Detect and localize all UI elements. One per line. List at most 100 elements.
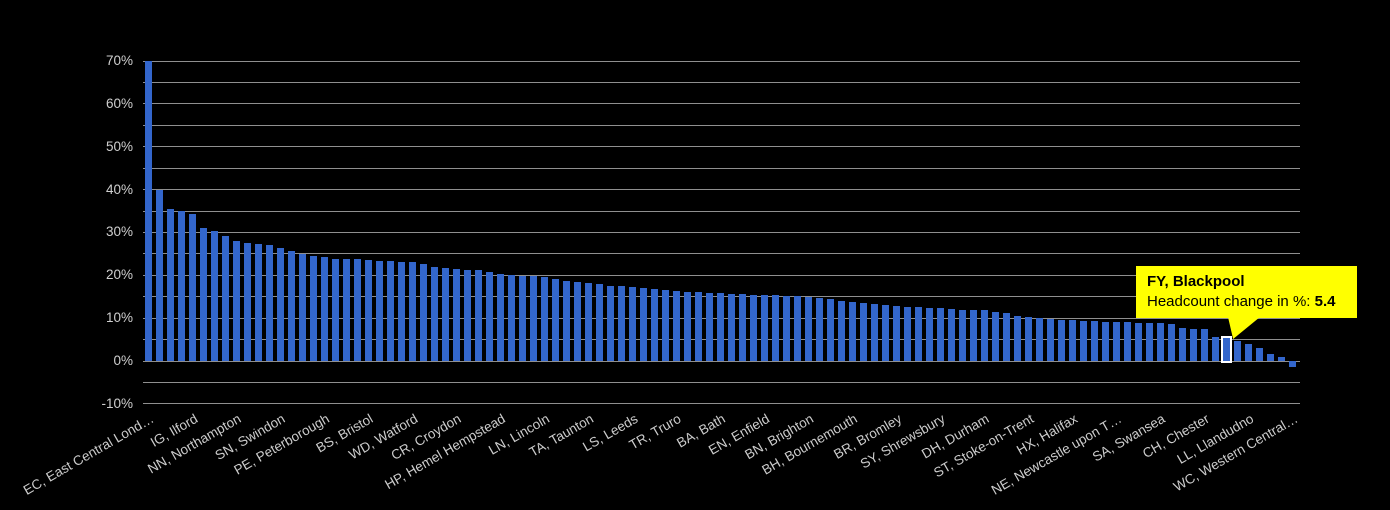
bar[interactable] <box>409 262 416 361</box>
bar[interactable] <box>761 295 768 361</box>
bar[interactable] <box>618 286 625 361</box>
bar[interactable] <box>1245 343 1252 361</box>
bar[interactable] <box>475 270 482 361</box>
bar[interactable] <box>1091 320 1098 361</box>
bar[interactable] <box>519 275 526 361</box>
bar[interactable] <box>662 289 669 361</box>
bar[interactable] <box>464 269 471 361</box>
bar[interactable] <box>354 259 361 361</box>
bar[interactable] <box>1069 319 1076 361</box>
bar[interactable] <box>695 292 702 361</box>
bar[interactable] <box>651 289 658 361</box>
bar[interactable] <box>1124 321 1131 361</box>
bar[interactable] <box>343 259 350 361</box>
bar[interactable] <box>1179 327 1186 361</box>
bar[interactable] <box>1146 323 1153 361</box>
bar[interactable] <box>882 305 889 361</box>
bar[interactable] <box>937 308 944 361</box>
bar[interactable] <box>1234 340 1241 361</box>
bar[interactable] <box>1201 328 1208 361</box>
bar[interactable] <box>266 245 273 361</box>
bar[interactable] <box>1157 323 1164 361</box>
bar[interactable] <box>541 276 548 361</box>
bar[interactable] <box>178 211 185 361</box>
bar[interactable] <box>442 267 449 361</box>
bar[interactable] <box>1080 320 1087 361</box>
bar[interactable] <box>299 253 306 361</box>
bar[interactable] <box>332 258 339 361</box>
bar[interactable] <box>321 257 328 361</box>
bar[interactable] <box>1113 321 1120 361</box>
bar[interactable] <box>728 293 735 361</box>
bar[interactable] <box>1135 322 1142 361</box>
bar[interactable] <box>926 307 933 361</box>
bar[interactable] <box>772 295 779 361</box>
bar[interactable] <box>398 262 405 361</box>
bar[interactable] <box>156 189 163 361</box>
bar[interactable] <box>497 274 504 361</box>
bar[interactable] <box>948 309 955 361</box>
bar[interactable] <box>992 311 999 361</box>
bar[interactable] <box>827 299 834 361</box>
bar[interactable] <box>1003 313 1010 361</box>
bar[interactable] <box>596 284 603 361</box>
bar[interactable] <box>431 267 438 361</box>
bar[interactable] <box>365 259 372 361</box>
bar[interactable] <box>970 310 977 361</box>
bar[interactable] <box>387 261 394 361</box>
bar[interactable] <box>871 304 878 361</box>
bar[interactable] <box>893 306 900 361</box>
bar[interactable] <box>1267 354 1274 361</box>
bar-highlighted-fy-blackpool[interactable] <box>1221 335 1232 363</box>
bar[interactable] <box>629 287 636 361</box>
bar[interactable] <box>981 310 988 361</box>
bar[interactable] <box>706 292 713 361</box>
bar[interactable] <box>1036 318 1043 361</box>
bar[interactable] <box>607 285 614 361</box>
bar[interactable] <box>585 283 592 361</box>
bar[interactable] <box>420 264 427 361</box>
bar[interactable] <box>211 230 218 361</box>
bar[interactable] <box>530 276 537 361</box>
bar[interactable] <box>1256 348 1263 361</box>
bar[interactable] <box>805 296 812 361</box>
bar[interactable] <box>904 307 911 361</box>
bar[interactable] <box>849 302 856 361</box>
bar[interactable] <box>288 250 295 361</box>
bar[interactable] <box>915 307 922 361</box>
bar[interactable] <box>453 268 460 361</box>
bar[interactable] <box>1102 321 1109 361</box>
bar[interactable] <box>640 288 647 361</box>
bar[interactable] <box>1014 316 1021 361</box>
bar[interactable] <box>717 293 724 361</box>
bar[interactable] <box>783 295 790 361</box>
bar[interactable] <box>959 309 966 361</box>
bar[interactable] <box>277 248 284 361</box>
bar[interactable] <box>244 243 251 361</box>
bar[interactable] <box>1289 361 1296 367</box>
bar[interactable] <box>233 241 240 361</box>
bar[interactable] <box>255 244 262 361</box>
bar[interactable] <box>486 271 493 361</box>
bar[interactable] <box>508 274 515 361</box>
bar[interactable] <box>1047 319 1054 361</box>
bar[interactable] <box>563 280 570 361</box>
bar[interactable] <box>816 298 823 361</box>
bar[interactable] <box>1025 317 1032 361</box>
bar[interactable] <box>1058 319 1065 361</box>
bar[interactable] <box>167 209 174 361</box>
bar[interactable] <box>1278 356 1285 361</box>
bar[interactable] <box>552 279 559 361</box>
bar[interactable] <box>684 292 691 361</box>
bar[interactable] <box>750 294 757 361</box>
bar[interactable] <box>376 260 383 361</box>
bar[interactable] <box>1212 337 1219 361</box>
bar[interactable] <box>310 256 317 361</box>
bar[interactable] <box>145 61 152 361</box>
bar[interactable] <box>1168 324 1175 361</box>
bar[interactable] <box>200 228 207 361</box>
bar[interactable] <box>860 303 867 361</box>
bar[interactable] <box>1190 328 1197 361</box>
bar[interactable] <box>838 301 845 361</box>
bar[interactable] <box>574 282 581 361</box>
